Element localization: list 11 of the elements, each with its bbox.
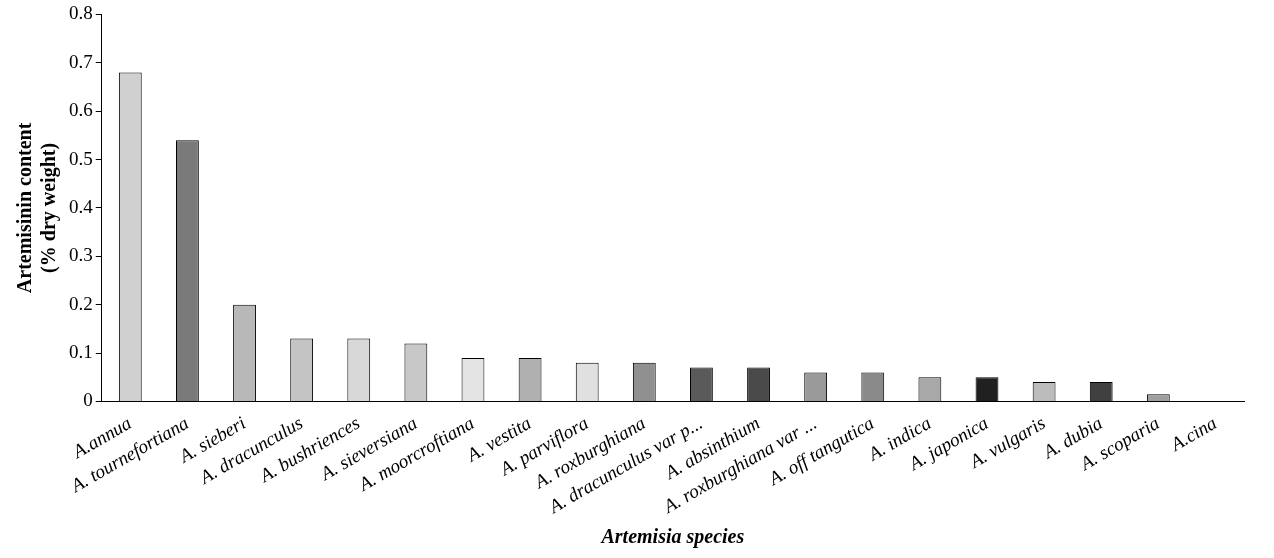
y-tick-label: 0.3 (69, 244, 93, 266)
y-tick-label: 0.2 (69, 292, 93, 314)
y-tick-label: 0.5 (69, 147, 93, 169)
y-axis-title: Artemisinin content (% dry weight) (13, 122, 61, 294)
x-axis-title: Artemisia species (599, 525, 745, 549)
y-tick-label: 0.6 (69, 99, 93, 121)
y-tick-label: 0 (83, 389, 93, 411)
y-tick-label: 0.7 (69, 50, 93, 72)
y-tick-label: 0.4 (69, 195, 94, 217)
y-tick-label: 0.1 (69, 341, 93, 363)
y-tick-label: 0.8 (69, 2, 93, 24)
